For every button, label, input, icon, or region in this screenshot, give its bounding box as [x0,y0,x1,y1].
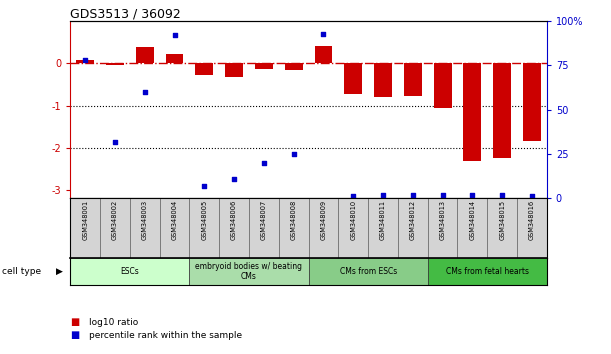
Point [229,176,239,182]
Bar [428,198,458,258]
Text: CMs from fetal hearts: CMs from fetal hearts [446,267,529,276]
Point [378,192,388,198]
Point [408,192,418,198]
Bar [428,258,547,285]
Bar [404,63,422,96]
Text: ESCs: ESCs [120,267,139,276]
Bar [463,63,481,161]
Text: CMs from ESCs: CMs from ESCs [340,267,397,276]
Text: log10 ratio: log10 ratio [89,319,138,327]
Text: ▶: ▶ [56,267,63,276]
Point [80,57,90,63]
Bar [493,63,511,158]
Bar [100,198,130,258]
Text: GSM348007: GSM348007 [261,200,267,240]
Bar [70,198,100,258]
Bar [309,198,338,258]
Point [467,192,477,198]
Point [110,139,120,144]
Text: cell type: cell type [2,267,41,276]
Bar [70,258,189,285]
Bar [189,258,309,285]
Bar [76,61,94,63]
Bar [315,46,332,63]
Point [140,89,150,95]
Text: GSM348014: GSM348014 [469,200,475,240]
Text: GSM348015: GSM348015 [499,200,505,240]
Point [527,194,537,199]
Text: GSM348005: GSM348005 [201,200,207,240]
Text: GSM348012: GSM348012 [410,200,416,240]
Bar [166,54,183,63]
Bar [458,198,488,258]
Bar [374,63,392,97]
Text: GSM348002: GSM348002 [112,200,118,240]
Text: GDS3513 / 36092: GDS3513 / 36092 [70,7,181,20]
Point [497,192,507,198]
Text: GSM348016: GSM348016 [529,200,535,240]
Point [348,194,358,199]
Bar [106,63,124,65]
Bar [130,198,159,258]
Text: percentile rank within the sample: percentile rank within the sample [89,331,242,340]
Point [318,31,328,36]
Text: GSM348003: GSM348003 [142,200,148,240]
Bar [338,198,368,258]
Bar [434,63,452,108]
Bar [225,63,243,77]
Bar [523,63,541,141]
Bar [249,198,279,258]
Text: ■: ■ [70,330,79,340]
Point [437,192,447,198]
Bar [219,198,249,258]
Text: GSM348013: GSM348013 [439,200,445,240]
Point [259,160,269,166]
Bar [488,198,517,258]
Point [170,33,180,38]
Text: GSM348004: GSM348004 [172,200,178,240]
Text: GSM348011: GSM348011 [380,200,386,240]
Text: GSM348006: GSM348006 [231,200,237,240]
Text: ■: ■ [70,318,79,327]
Text: GSM348009: GSM348009 [320,200,326,240]
Bar [196,63,213,75]
Bar [136,47,154,63]
Bar [189,198,219,258]
Bar [345,63,362,94]
Text: GSM348008: GSM348008 [291,200,297,240]
Bar [279,198,309,258]
Bar [398,198,428,258]
Bar [285,63,302,70]
Point [199,183,209,189]
Bar [368,198,398,258]
Bar [517,198,547,258]
Bar [255,63,273,69]
Text: GSM348010: GSM348010 [350,200,356,240]
Point [289,151,299,157]
Text: embryoid bodies w/ beating
CMs: embryoid bodies w/ beating CMs [196,262,302,281]
Bar [309,258,428,285]
Bar [159,198,189,258]
Text: GSM348001: GSM348001 [82,200,88,240]
